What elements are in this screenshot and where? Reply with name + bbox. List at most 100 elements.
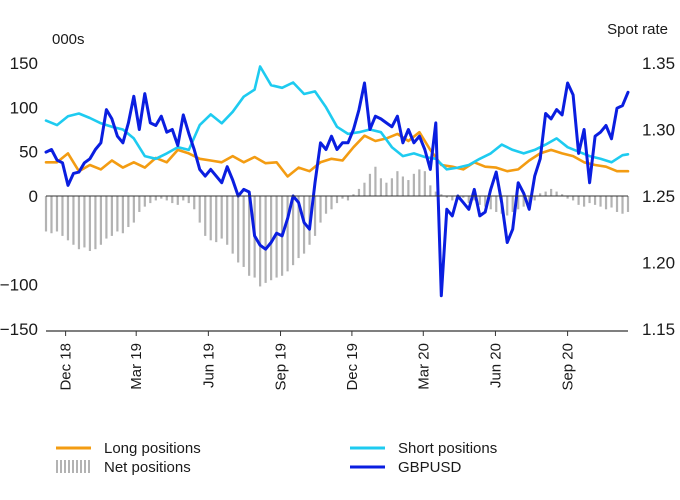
legend-short-label: Short positions xyxy=(398,440,497,457)
net-bar xyxy=(561,194,564,196)
axes: 150 100 50 0 −100 −150 1.35 1.30 1.25 1.20 1.15 Dec… xyxy=(0,54,675,391)
net-bar xyxy=(517,196,520,210)
net-bar xyxy=(396,171,399,196)
x-tick-label: Sep 20 xyxy=(560,343,577,391)
net-bar xyxy=(478,196,481,205)
net-bar xyxy=(357,188,361,196)
net-bar xyxy=(291,196,295,266)
net-bar xyxy=(374,166,377,196)
net-bar xyxy=(72,196,75,245)
net-bar xyxy=(440,194,443,196)
legend-long-label: Long positions xyxy=(104,440,201,457)
net-bar xyxy=(165,196,168,201)
net-bar xyxy=(313,196,317,236)
net-bar xyxy=(407,180,410,196)
right-tick-label: 1.15 xyxy=(642,320,675,339)
x-tick-label: Jun 20 xyxy=(487,343,504,388)
net-bar xyxy=(259,196,262,287)
net-bar xyxy=(176,196,179,205)
net-bar xyxy=(231,196,234,254)
net-bar xyxy=(160,196,163,199)
net-bar xyxy=(566,196,569,199)
net-bar xyxy=(533,196,536,201)
net-bar xyxy=(473,196,476,201)
left-tick-label: 150 xyxy=(10,54,38,73)
right-tick-label: 1.25 xyxy=(642,187,675,206)
legend-net-swatch xyxy=(56,460,58,473)
right-tick-label: 1.20 xyxy=(642,254,675,273)
net-bar xyxy=(242,196,245,267)
legend-net-swatch xyxy=(72,460,74,473)
legend-net-swatch xyxy=(60,460,62,473)
legend: Long positions Short positions Net positio… xyxy=(56,440,497,476)
left-tick-label: −100 xyxy=(0,276,38,295)
net-bar xyxy=(171,196,174,204)
net-bar xyxy=(346,196,350,201)
net-bar xyxy=(127,196,130,228)
net-bar xyxy=(61,196,64,236)
x-tick-label: Mar 20 xyxy=(415,343,432,390)
net-bar xyxy=(182,196,185,201)
net-bar xyxy=(555,191,558,196)
net-bar xyxy=(88,196,92,251)
net-bar xyxy=(599,196,602,207)
net-bar xyxy=(55,196,59,232)
net-bar xyxy=(226,196,229,245)
left-tick-label: −150 xyxy=(0,320,38,339)
net-bar xyxy=(105,196,108,239)
left-tick-label: 0 xyxy=(29,187,38,206)
net-bar xyxy=(335,196,339,204)
net-bar xyxy=(626,196,630,212)
x-tick-label: Dec 18 xyxy=(58,343,75,391)
net-bar xyxy=(209,196,212,241)
net-bar xyxy=(385,182,388,196)
net-bar xyxy=(489,196,492,210)
net-bar xyxy=(363,182,366,196)
net-bar xyxy=(582,196,586,207)
left-axis-label: 000s xyxy=(52,31,85,48)
legend-net-label: Net positions xyxy=(104,459,191,476)
net-bar xyxy=(50,196,53,234)
net-bar xyxy=(66,196,70,241)
net-bar xyxy=(297,196,300,259)
net-bar xyxy=(77,196,81,250)
right-tick-label: 1.35 xyxy=(642,54,675,73)
net-bar xyxy=(429,185,432,196)
net-bar xyxy=(539,193,542,196)
net-bar xyxy=(484,196,487,207)
net-bar xyxy=(418,169,421,196)
net-bar xyxy=(110,196,113,236)
net-bar xyxy=(198,196,201,223)
net-bar xyxy=(550,188,553,196)
net-bar xyxy=(149,196,152,204)
right-tick-label: 1.30 xyxy=(642,121,675,140)
net-bar xyxy=(467,196,470,204)
net-bar xyxy=(248,196,251,276)
net-bar xyxy=(368,173,372,196)
net-bar xyxy=(571,196,575,201)
net-bar xyxy=(154,196,157,201)
net-bar xyxy=(132,196,135,223)
net-bar xyxy=(379,178,383,196)
net-bar xyxy=(83,196,86,248)
net-bar xyxy=(330,196,333,210)
net-bar xyxy=(352,194,355,196)
net-bar xyxy=(412,173,415,196)
net-bar xyxy=(588,196,591,204)
legend-net-swatch xyxy=(84,460,86,473)
net-bar xyxy=(495,196,498,212)
legend-gbpusd-label: GBPUSD xyxy=(398,459,462,476)
net-bar xyxy=(143,196,146,207)
net-bar xyxy=(621,196,624,214)
legend-net-swatch xyxy=(80,460,82,473)
x-tick-label: Mar 19 xyxy=(128,343,145,390)
legend-net-swatch xyxy=(64,460,66,473)
long-series-line xyxy=(44,130,630,178)
x-tick-label: Jun 19 xyxy=(200,343,217,388)
series-lines xyxy=(44,65,630,298)
net-bar xyxy=(116,196,119,232)
net-bar xyxy=(44,196,48,232)
net-bar xyxy=(390,178,394,196)
net-bar xyxy=(341,196,344,199)
